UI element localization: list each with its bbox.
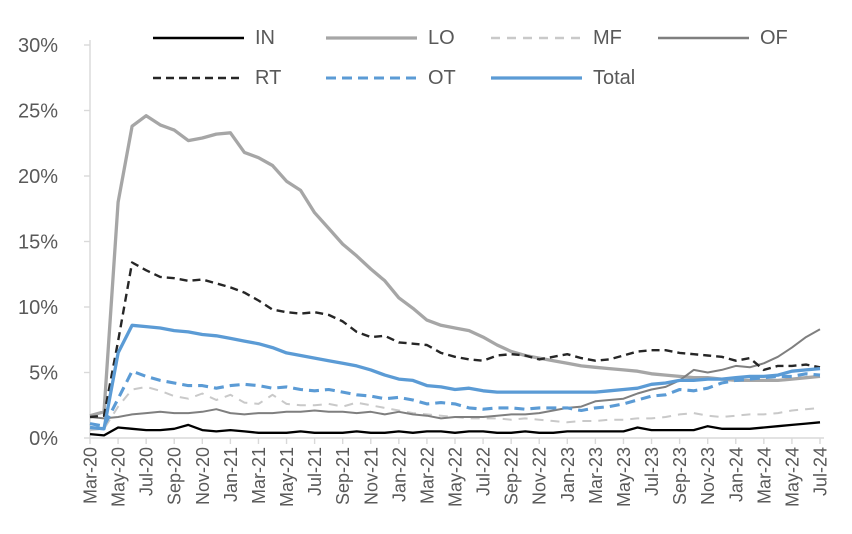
x-tick-label: May-21 [277, 447, 297, 507]
legend-label-total: Total [593, 66, 636, 89]
x-tick-label: Jan-24 [726, 447, 746, 502]
x-tick-label: Jul-23 [642, 447, 662, 496]
legend-item-rt: RT [152, 64, 281, 92]
y-tick-label: 20% [18, 166, 58, 188]
legend-row-1: IN LO MF OF [0, 24, 852, 54]
x-axis-ticks: Mar-20 May-20 Jul-20 Sep-20 Nov-20 Jan-21 Mar-… [81, 438, 831, 507]
legend-label-mf: MF [593, 26, 622, 49]
legend-line-sample-icon [153, 76, 244, 80]
series-line-ot [89, 369, 821, 428]
legend-item-total: Total [490, 64, 635, 92]
x-tick-label: Mar-24 [754, 447, 774, 504]
series-line-total [89, 323, 821, 431]
x-tick-label: Nov-21 [361, 447, 381, 505]
y-tick-label: 5% [29, 363, 58, 385]
x-tick-label: Mar-20 [81, 447, 101, 504]
legend-line-sample-icon [153, 36, 244, 40]
x-tick-label: May-23 [614, 447, 634, 507]
series-line-rt [89, 261, 821, 419]
x-tick-label: May-20 [109, 447, 129, 507]
x-tick-label: Jan-23 [558, 447, 578, 502]
x-tick-label: Jul-21 [305, 447, 325, 496]
series-line-in [89, 421, 821, 437]
x-tick-label: Jul-22 [474, 447, 494, 496]
series-line-of [89, 328, 821, 420]
x-tick-label: Nov-23 [698, 447, 718, 505]
axes [89, 40, 824, 439]
legend-label-of: OF [760, 26, 788, 49]
chart-legend: IN LO MF OF RT OT [0, 0, 852, 100]
legend-line-sample-icon [326, 76, 417, 80]
legend-item-ot: OT [325, 64, 456, 92]
legend-line-sample-icon [491, 36, 582, 40]
y-tick-label: 30% [18, 35, 58, 57]
y-tick-label: 25% [18, 101, 58, 123]
x-tick-label: Mar-23 [586, 447, 606, 504]
y-tick-label: 15% [18, 232, 58, 254]
x-tick-label: Jan-22 [389, 447, 409, 502]
x-tick-label: Jul-20 [137, 447, 157, 496]
x-tick-label: Nov-22 [530, 447, 550, 505]
x-tick-label: Jan-21 [221, 447, 241, 502]
legend-row-2: RT OT Total [0, 64, 852, 94]
legend-item-of: OF [657, 24, 788, 52]
legend-line-sample-icon [326, 36, 417, 40]
y-tick-label: 10% [18, 297, 58, 319]
x-tick-label: Sep-22 [502, 447, 522, 505]
legend-label-ot: OT [428, 66, 456, 89]
legend-item-mf: MF [490, 24, 622, 52]
legend-label-lo: LO [428, 26, 455, 49]
legend-item-in: IN [152, 24, 275, 52]
y-tick-label: 0% [29, 428, 58, 450]
legend-item-lo: LO [325, 24, 455, 52]
x-tick-label: Jul-24 [811, 447, 831, 496]
x-tick-label: Sep-23 [670, 447, 690, 505]
x-tick-label: Sep-21 [333, 447, 353, 505]
legend-line-sample-icon [491, 76, 582, 80]
x-tick-label: May-24 [782, 447, 802, 507]
x-tick-label: Mar-22 [417, 447, 437, 504]
series-line-lo [89, 114, 821, 418]
x-tick-label: Mar-21 [249, 447, 269, 504]
x-tick-label: May-22 [446, 447, 466, 507]
x-tick-label: Nov-20 [193, 447, 213, 505]
legend-line-sample-icon [658, 36, 749, 40]
legend-label-rt: RT [255, 66, 282, 89]
y-axis-ticks: 0% 5% 10% 15% 20% 25% 30% [18, 35, 90, 450]
series-line-mf [89, 385, 821, 432]
x-tick-label: Sep-20 [165, 447, 185, 505]
legend-label-in: IN [255, 26, 275, 49]
